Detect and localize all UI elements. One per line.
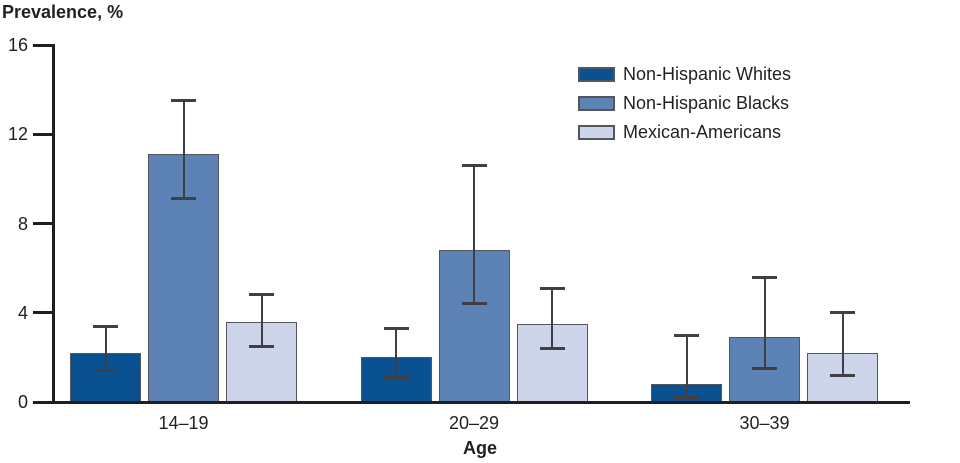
error-bar-stem — [685, 335, 688, 398]
y-tick — [33, 222, 53, 225]
y-axis-line — [51, 43, 55, 404]
y-axis-title: Prevalence, % — [2, 2, 124, 22]
error-bar-stem — [763, 277, 766, 369]
error-bar-cap-bottom — [461, 302, 487, 306]
error-bar-stem — [260, 294, 263, 347]
y-tick-label: 4 — [17, 302, 28, 323]
error-bar-stem — [182, 100, 185, 199]
error-bar-cap-top — [383, 326, 409, 330]
error-bar-cap-top — [752, 275, 777, 279]
legend-swatch — [578, 67, 615, 82]
error-bar-stem — [841, 312, 844, 376]
error-bar-stem — [473, 165, 475, 304]
error-bar-cap-bottom — [752, 367, 777, 371]
y-tick — [33, 132, 53, 136]
legend-label: Mexican-Americans — [623, 122, 782, 142]
error-bar-cap-top — [249, 293, 274, 297]
legend-label: Non-Hispanic Whites — [623, 64, 792, 84]
x-category-label: 14–19 — [158, 413, 209, 433]
legend: Non-Hispanic Whites Non-Hispanic Blacks Me… — [578, 60, 791, 147]
error-bar-cap-top — [830, 311, 855, 315]
legend-label: Non-Hispanic Blacks — [623, 93, 790, 113]
error-bar-cap-top — [539, 286, 565, 290]
error-bar-cap-bottom — [539, 346, 565, 350]
error-bar-cap-bottom — [171, 197, 196, 201]
legend-swatch — [578, 96, 615, 111]
legend-swatch — [578, 125, 615, 140]
error-bar-cap-top — [674, 333, 699, 337]
error-bar-stem — [551, 288, 553, 349]
error-bar-stem — [395, 328, 397, 378]
y-tick — [33, 311, 53, 315]
y-tick — [33, 43, 53, 47]
error-bar-cap-bottom — [674, 396, 699, 400]
y-tick-label: 12 — [7, 124, 28, 145]
error-bar-cap-bottom — [383, 375, 409, 379]
error-bar-cap-top — [461, 163, 487, 167]
x-category-label: 20–29 — [448, 413, 500, 433]
legend-item: Mexican-Americans — [578, 118, 791, 147]
y-tick-label: 0 — [17, 392, 28, 412]
error-bar-stem — [104, 326, 107, 371]
x-axis-line — [33, 400, 910, 404]
error-bar-cap-bottom — [93, 369, 118, 373]
bar-mexican-americans-20-29 — [516, 323, 588, 402]
y-tick-label: 8 — [17, 213, 28, 234]
legend-item: Non-Hispanic Whites — [578, 60, 791, 89]
error-bar-cap-bottom — [830, 373, 855, 377]
x-category-label: 30–39 — [739, 413, 790, 433]
y-tick-label: 16 — [7, 35, 28, 55]
error-bar-cap-top — [171, 99, 196, 103]
legend-item: Non-Hispanic Blacks — [578, 89, 791, 118]
error-bar-cap-top — [93, 324, 118, 328]
error-bar-cap-bottom — [249, 344, 274, 348]
x-axis-title: Age — [462, 438, 497, 458]
